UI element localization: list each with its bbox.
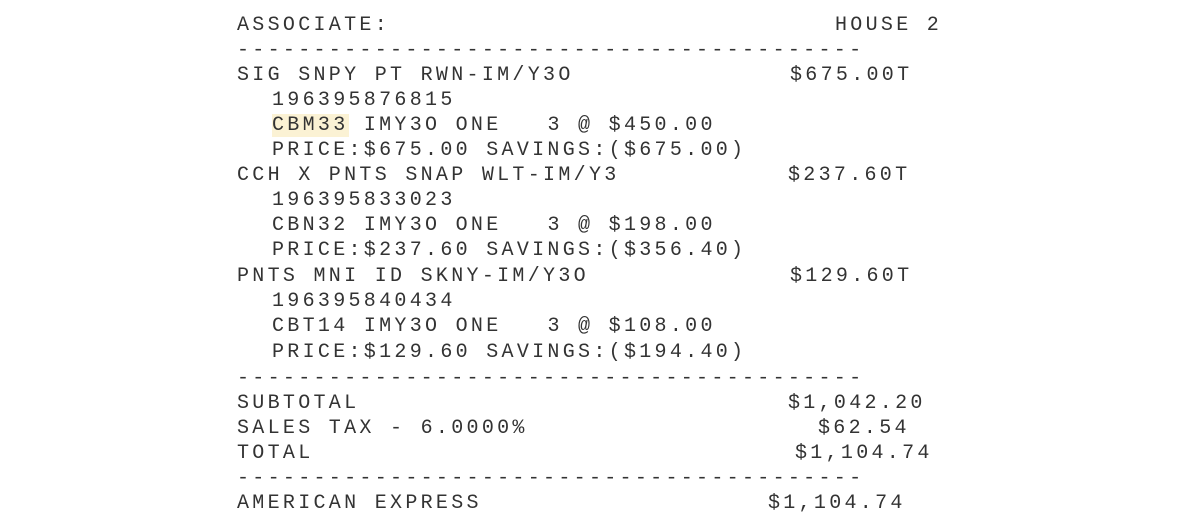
item-qty-price: IMY3O ONE 3 @ $198.00 bbox=[348, 214, 716, 237]
item-name: SIG SNPY PT RWN-IM/Y3O bbox=[237, 64, 574, 87]
item-detail: CBM33 IMY3O ONE 3 @ $450.00 bbox=[272, 113, 716, 138]
item-upc: 196395833023 bbox=[272, 189, 456, 212]
item-price-savings: PRICE:$675.00 SAVINGS:($675.00) bbox=[272, 139, 747, 162]
item-amount: $675.00T bbox=[790, 64, 913, 87]
item-name: CCH X PNTS SNAP WLT-IM/Y3 bbox=[237, 164, 620, 187]
item-upc: 196395840434 bbox=[272, 290, 456, 313]
divider: ----------------------------------------… bbox=[237, 39, 865, 62]
item-code-highlighted: CBM33 bbox=[272, 114, 349, 137]
item-price-savings: PRICE:$237.60 SAVINGS:($356.40) bbox=[272, 239, 747, 262]
tax-value: $62.54 bbox=[818, 417, 910, 440]
item-name: PNTS MNI ID SKNY-IM/Y3O bbox=[237, 265, 589, 288]
item-qty-price: IMY3O ONE 3 @ $108.00 bbox=[348, 315, 716, 338]
item-qty-price: IMY3O ONE 3 @ $450.00 bbox=[348, 114, 716, 137]
subtotal-label: SUBTOTAL bbox=[237, 392, 360, 415]
item-amount: $237.60T bbox=[788, 164, 911, 187]
item-detail: CBT14 IMY3O ONE 3 @ $108.00 bbox=[272, 314, 716, 339]
divider: ----------------------------------------… bbox=[237, 367, 865, 390]
subtotal-value: $1,042.20 bbox=[788, 392, 926, 415]
item-amount: $129.60T bbox=[790, 265, 913, 288]
total-label: TOTAL bbox=[237, 442, 314, 465]
associate-label: ASSOCIATE: bbox=[237, 14, 391, 37]
item-code: CBN32 bbox=[272, 214, 349, 237]
total-value: $1,104.74 bbox=[795, 442, 933, 465]
tax-label: SALES TAX - 6.0000% bbox=[237, 417, 528, 440]
item-price-savings: PRICE:$129.60 SAVINGS:($194.40) bbox=[272, 341, 747, 364]
payment-label: AMERICAN EXPRESS bbox=[237, 492, 482, 515]
item-code: CBT14 bbox=[272, 315, 349, 338]
item-detail: CBN32 IMY3O ONE 3 @ $198.00 bbox=[272, 213, 716, 238]
item-upc: 196395876815 bbox=[272, 89, 456, 112]
payment-value: $1,104.74 bbox=[768, 492, 906, 515]
divider: ----------------------------------------… bbox=[237, 467, 865, 490]
divider: ------------ bbox=[237, 0, 421, 10]
associate-value: HOUSE 2 bbox=[835, 14, 943, 37]
